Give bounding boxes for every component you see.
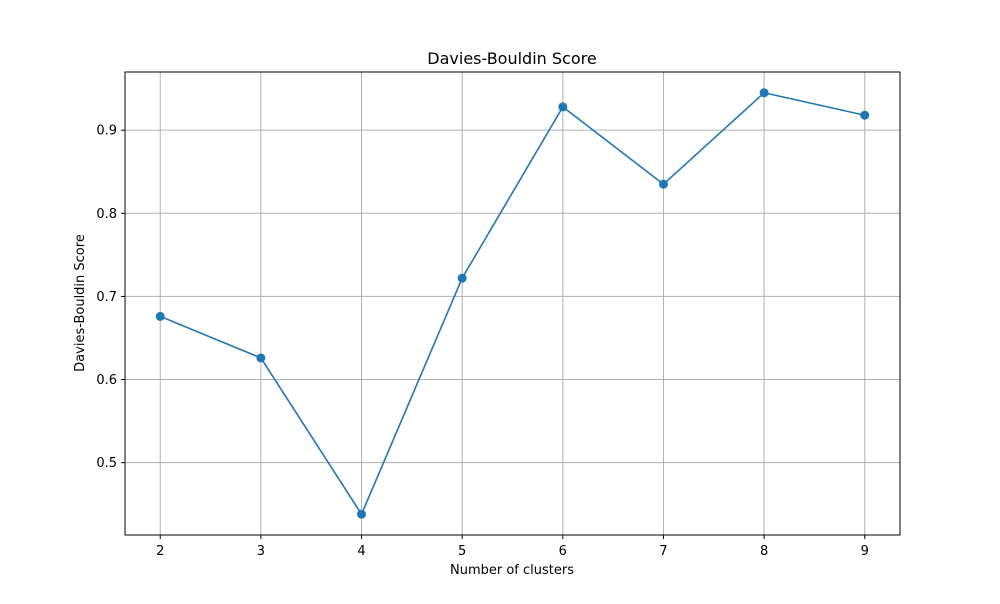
x-axis-label: Number of clusters xyxy=(450,563,574,578)
x-tick-label: 6 xyxy=(559,544,567,559)
data-point-marker xyxy=(759,88,769,98)
data-point-marker xyxy=(558,102,568,112)
x-tick-label: 5 xyxy=(458,544,466,559)
y-tick-label: 0.6 xyxy=(96,373,117,388)
y-axis-ticks: 0.5 0.6 0.7 0.8 0.9 xyxy=(96,124,125,471)
data-point-marker xyxy=(860,110,870,120)
data-point-marker xyxy=(457,273,467,283)
y-axis-label: Davies-Bouldin Score xyxy=(73,234,88,372)
plot-area-frame xyxy=(124,71,901,536)
grid xyxy=(125,72,900,535)
series xyxy=(155,88,870,519)
data-point-marker xyxy=(256,353,266,363)
x-tick-label: 9 xyxy=(861,544,869,559)
data-point-marker xyxy=(658,179,668,189)
x-tick-label: 2 xyxy=(156,544,164,559)
data-point-marker xyxy=(357,509,367,519)
data-point-marker xyxy=(155,311,165,321)
x-axis-ticks: 2 3 4 5 6 7 8 9 xyxy=(156,535,869,559)
x-tick-label: 8 xyxy=(760,544,768,559)
x-tick-label: 7 xyxy=(659,544,667,559)
y-tick-label: 0.5 xyxy=(96,456,117,471)
x-tick-label: 4 xyxy=(357,544,365,559)
x-tick-label: 3 xyxy=(257,544,265,559)
y-tick-label: 0.9 xyxy=(96,124,117,139)
chart-title: Davies-Bouldin Score xyxy=(427,49,596,68)
y-tick-label: 0.8 xyxy=(96,207,117,222)
y-tick-label: 0.7 xyxy=(96,290,117,305)
series-line xyxy=(159,91,865,516)
